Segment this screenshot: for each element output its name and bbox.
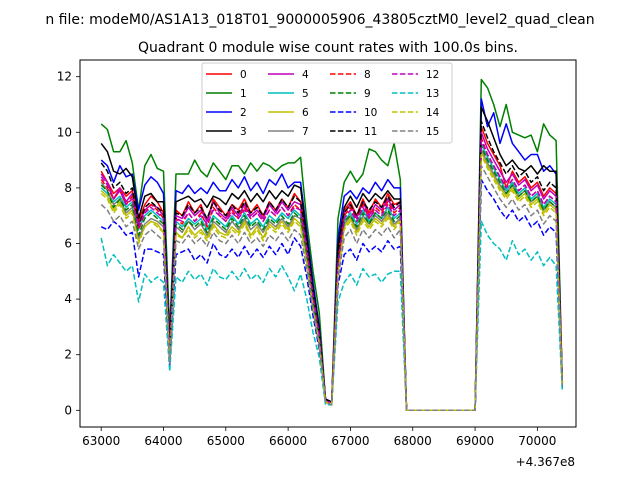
series-line-12 (100, 139, 564, 412)
legend-label-14: 14 (426, 107, 440, 119)
series-line-15 (100, 164, 564, 412)
series-line-11 (100, 120, 564, 412)
x-tick-label: 70000 (518, 434, 556, 448)
legend-label-10: 10 (364, 107, 377, 119)
legend-label-6: 6 (302, 107, 309, 119)
x-tick-label: 67000 (331, 434, 369, 448)
legend-label-0: 0 (240, 69, 247, 81)
y-tick-label: 10 (57, 125, 72, 139)
legend-label-2: 2 (240, 107, 247, 119)
y-tick-label: 0 (64, 403, 72, 417)
legend-box (201, 62, 453, 144)
legend-label-9: 9 (364, 88, 371, 100)
figure-suptitle: n file: modeM0/AS1A13_018T01_9000005906_… (45, 12, 594, 28)
legend-label-1: 1 (240, 88, 247, 100)
x-tick-label: 65000 (207, 434, 245, 448)
chart-title: Quadrant 0 module wise count rates with … (138, 40, 518, 56)
legend-label-3: 3 (240, 126, 247, 138)
x-tick-label: 63000 (82, 434, 120, 448)
y-axis: 0 2 4 6 8 10 12 (57, 70, 80, 417)
x-axis: 63000 64000 65000 66000 67000 68000 69000 70000 (82, 427, 556, 448)
y-tick-label: 2 (64, 348, 72, 362)
x-tick-label: 66000 (269, 434, 307, 448)
legend-label-4: 4 (302, 69, 309, 81)
x-tick-label: 68000 (394, 434, 432, 448)
y-tick-label: 6 (64, 237, 72, 251)
y-tick-label: 8 (64, 181, 72, 195)
plot-area: 63000 64000 65000 66000 67000 68000 69000 70000… (57, 59, 577, 469)
x-axis-offset-label: +4.367e8 (516, 455, 575, 469)
y-tick-label: 12 (57, 70, 72, 84)
legend-label-11: 11 (364, 126, 377, 138)
legend-label-8: 8 (364, 69, 371, 81)
legend-label-12: 12 (426, 69, 439, 81)
series-layer (100, 78, 564, 412)
y-tick-label: 4 (64, 292, 72, 306)
x-tick-label: 64000 (144, 434, 182, 448)
legend-label-15: 15 (426, 126, 439, 138)
legend-label-13: 13 (426, 88, 439, 100)
legend-label-7: 7 (302, 126, 309, 138)
x-tick-label: 69000 (456, 434, 494, 448)
legend-label-5: 5 (302, 88, 309, 100)
